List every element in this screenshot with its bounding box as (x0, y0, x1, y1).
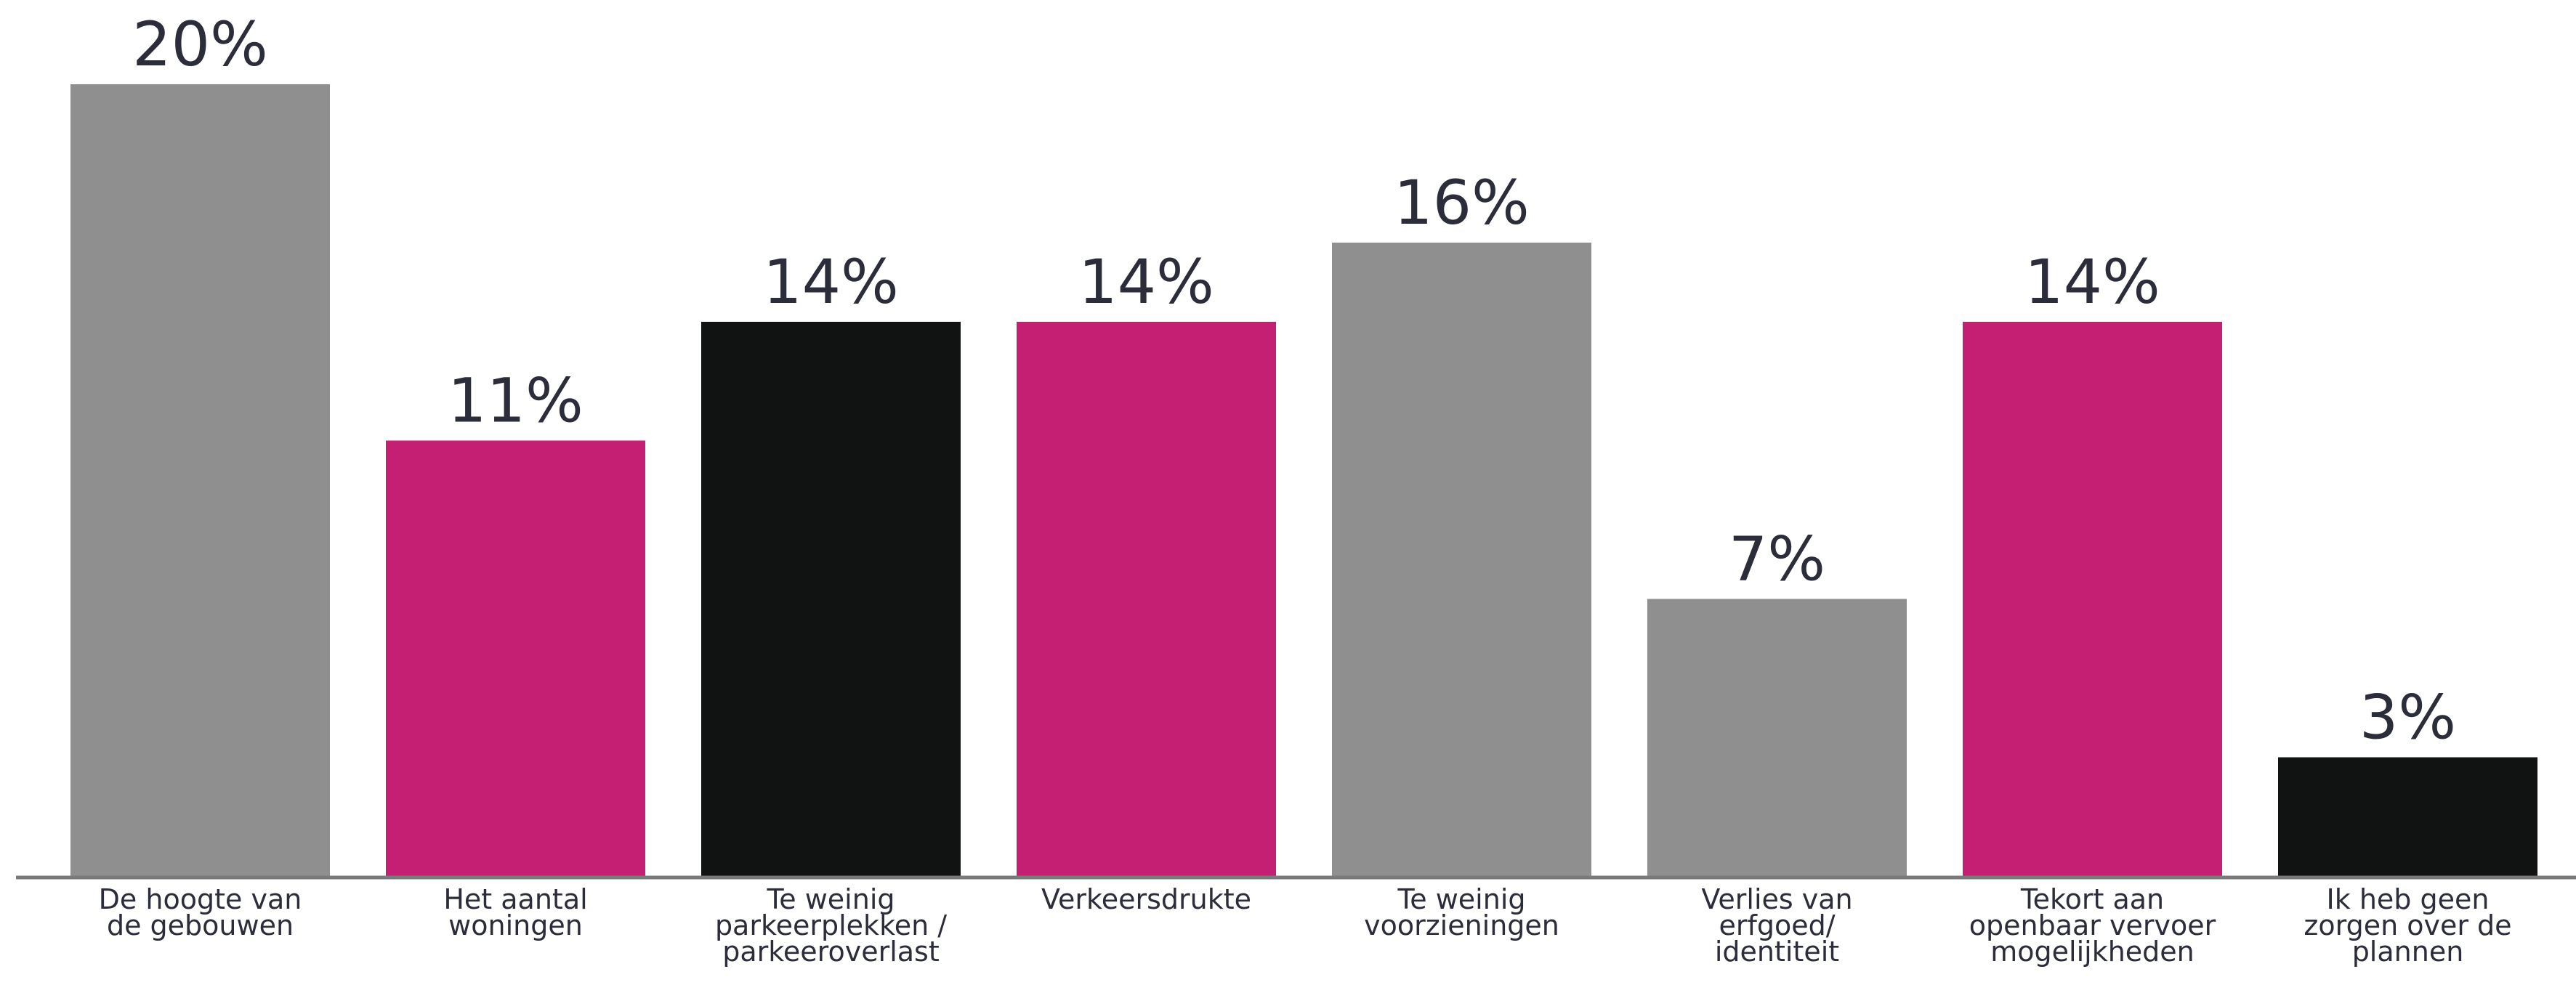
category-labels-layer: De hoogte van de gebouwen Het aantal woning… (99, 883, 2512, 968)
category-label-line: zorgen over de (2304, 909, 2511, 941)
category-label-5: Te weinig voorzieningen (1364, 883, 1559, 941)
category-label-3: Te weinig parkeerplekken / parkeeroverlast (715, 883, 947, 968)
category-label-2: Het aantal woningen (443, 883, 587, 941)
bar-1 (70, 84, 330, 876)
data-label-8: 3% (2359, 682, 2456, 753)
category-label-line: erfgoed/ (1719, 909, 1835, 941)
category-label-line: mogelijkheden (1990, 936, 2195, 968)
category-label-line: Het aantal (443, 883, 587, 915)
bar-4 (1017, 322, 1276, 876)
data-label-2: 11% (448, 365, 584, 437)
data-label-4: 14% (1078, 246, 1214, 317)
category-label-6: Verlies van erfgoed/identiteit (1701, 883, 1852, 968)
category-label-line: parkeeroverlast (722, 936, 940, 968)
bars-layer (70, 84, 2537, 876)
category-label-line: plannen (2352, 936, 2464, 968)
category-label-line: parkeerplekken / (715, 909, 947, 941)
category-label-line: woningen (448, 909, 583, 941)
bar-6 (1647, 599, 1907, 876)
category-label-line: voorzieningen (1364, 909, 1559, 941)
value-labels-layer: 20% 11% 14% 14% 16% 7% 14% 3% (132, 9, 2456, 753)
category-label-line: Te weinig (767, 883, 895, 915)
category-label-8: Ik heb geen zorgen over de plannen (2304, 883, 2511, 968)
data-label-6: 7% (1729, 524, 1825, 595)
category-label-line: Ik heb geen (2327, 883, 2490, 915)
bar-8 (2278, 757, 2537, 876)
category-label-line: Verkeersdrukte (1041, 883, 1251, 915)
bar-7 (1963, 322, 2222, 876)
data-label-1: 20% (132, 9, 268, 80)
category-label-line: de gebouwen (107, 909, 294, 941)
category-label-4: Verkeersdrukte (1041, 883, 1251, 915)
category-label-1: De hoogte van de gebouwen (99, 883, 302, 941)
data-label-3: 14% (763, 246, 899, 317)
category-label-line: openbaar vervoer (1969, 909, 2216, 941)
category-label-7: Tekort aan openbaar vervoer mogelijkheden (1969, 883, 2216, 968)
category-label-line: De hoogte van (99, 883, 302, 915)
category-label-line: identiteit (1715, 936, 1839, 968)
category-label-line: Te weinig (1397, 883, 1526, 915)
data-label-7: 14% (2024, 246, 2160, 317)
data-label-5: 16% (1394, 167, 1530, 238)
bar-2 (386, 440, 645, 876)
bar-3 (701, 322, 961, 876)
category-label-line: Tekort aan (2020, 883, 2164, 915)
category-label-line: Verlies van (1701, 883, 1852, 915)
bar-5 (1332, 243, 1591, 876)
